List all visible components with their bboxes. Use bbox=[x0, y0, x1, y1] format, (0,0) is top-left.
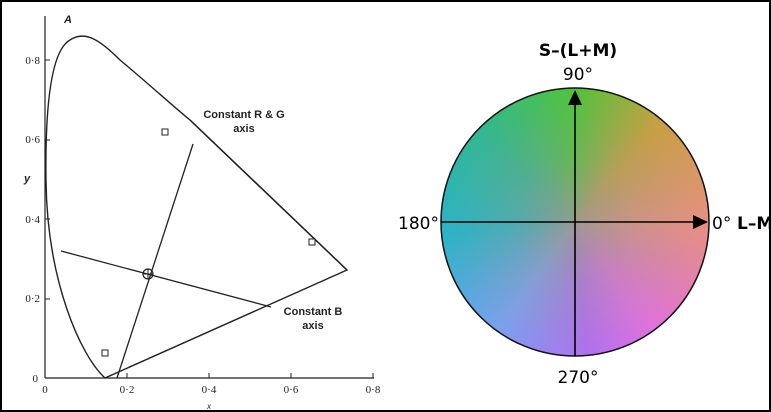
constant-rg-axis bbox=[116, 143, 194, 379]
s-axis-arrowhead bbox=[568, 90, 582, 105]
y-tick-label-0.2: 0·2 bbox=[25, 293, 40, 305]
x-tick-label-0: 0 bbox=[42, 384, 48, 396]
lm-axis-arrowhead bbox=[693, 215, 708, 229]
angle-0-label: 0° bbox=[712, 214, 731, 234]
y-tick-label-0.8: 0·8 bbox=[25, 55, 40, 67]
color-wheel-panel: S–(L+M) 90° 180° 0° L–M 270° bbox=[398, 41, 771, 388]
angle-180-label: 180° bbox=[398, 214, 439, 234]
y-axis-label: y bbox=[23, 173, 31, 185]
y-tick-label-0.4: 0·4 bbox=[25, 214, 40, 226]
x-ticks: 0 0·2 0·4 0·6 0·8 bbox=[42, 373, 381, 396]
red-primary-marker bbox=[308, 238, 316, 246]
x-tick-label-0.8: 0·8 bbox=[366, 384, 381, 396]
annotation-b-line1: Constant B bbox=[284, 306, 343, 318]
spectrum-locus-red-edge bbox=[189, 119, 348, 271]
x-tick-label-0.4: 0·4 bbox=[202, 384, 217, 396]
y-tick-label-0: 0 bbox=[33, 373, 39, 385]
annotation-rg-line1: Constant R & G bbox=[203, 109, 284, 121]
x-axis-label: x bbox=[206, 402, 212, 411]
white-point-marker bbox=[142, 268, 154, 280]
lm-axis-label: L–M bbox=[737, 214, 771, 234]
panel-letter: A bbox=[63, 14, 72, 26]
annotation-b-line2: axis bbox=[302, 320, 323, 332]
chromaticity-diagram: A 0 0·2 0·4 0·6 0·8 y 0 0·2 0·4 bbox=[23, 14, 381, 411]
angle-90-label: 90° bbox=[563, 65, 593, 85]
angle-270-label: 270° bbox=[558, 368, 599, 388]
y-tick-label-0.6: 0·6 bbox=[25, 134, 40, 146]
blue-primary-marker bbox=[101, 349, 109, 357]
s-axis-label: S–(L+M) bbox=[539, 41, 617, 61]
annotation-rg-line2: axis bbox=[233, 123, 254, 135]
x-tick-label-0.6: 0·6 bbox=[284, 384, 299, 396]
green-primary-marker bbox=[161, 128, 169, 136]
constant-b-axis bbox=[60, 250, 272, 308]
y-ticks: 0 0·2 0·4 0·6 0·8 bbox=[25, 55, 50, 385]
x-tick-label-0.2: 0·2 bbox=[120, 384, 135, 396]
spectrum-locus bbox=[45, 35, 349, 379]
